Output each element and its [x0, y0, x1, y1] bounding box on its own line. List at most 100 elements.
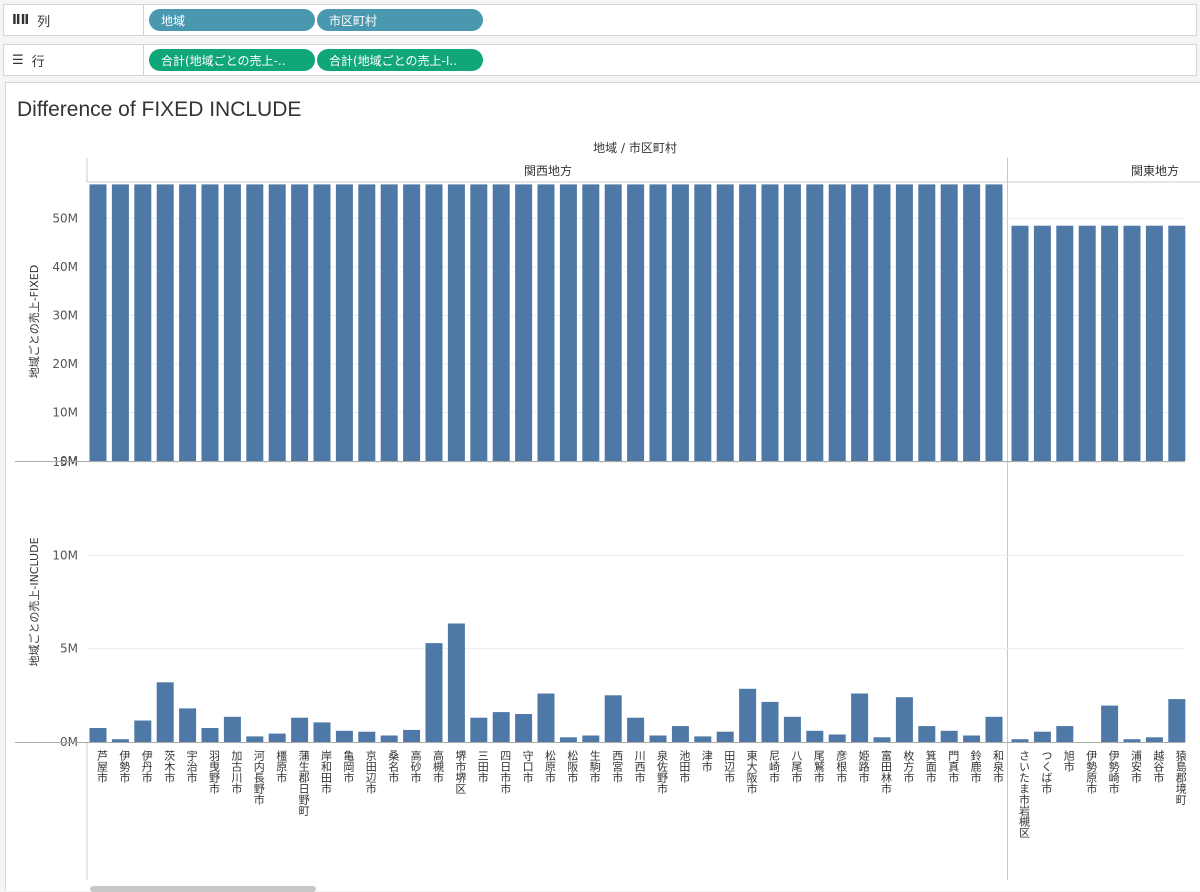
- y-tick-label: 20M: [52, 357, 78, 371]
- horizontal-scrollbar[interactable]: [90, 886, 316, 892]
- bar: [985, 716, 1003, 742]
- bar: [918, 184, 936, 461]
- bar: [761, 701, 779, 742]
- bar: [1078, 225, 1096, 461]
- bar: [1033, 731, 1051, 742]
- chart-title: Difference of FIXED INCLUDE: [17, 98, 302, 121]
- x-tick-label: 姫路市: [857, 749, 870, 784]
- bar: [1145, 225, 1163, 461]
- y-tick-label: 10M: [52, 548, 78, 562]
- rows-shelf[interactable]: ☰ 行 合計(地域ごとの売上-.. 合計(地域ごとの売上-I..: [3, 44, 1197, 76]
- bar: [851, 693, 869, 742]
- bar: [537, 693, 555, 742]
- bar: [291, 184, 309, 461]
- x-tick-label: 羽曳野市: [208, 750, 221, 795]
- bar: [492, 712, 510, 742]
- rows-shelf-label-area: ☰ 行: [4, 45, 144, 75]
- x-tick-label: さいたま市岩槻区: [1018, 750, 1031, 838]
- bar: [447, 184, 465, 461]
- bar: [1011, 225, 1029, 461]
- rows-pill-include[interactable]: 合計(地域ごとの売上-I..: [317, 49, 483, 71]
- bar: [851, 184, 869, 461]
- rows-shelf-label: 行: [31, 54, 45, 70]
- bar: [716, 184, 734, 461]
- bar: [739, 688, 757, 742]
- x-tick-label: 門真市: [947, 750, 960, 784]
- x-tick-label: 四日市市: [499, 750, 512, 795]
- bar: [828, 184, 846, 461]
- x-tick-label: 八尾市: [790, 750, 803, 784]
- x-tick-label: 河内長野市: [252, 750, 265, 806]
- bar: [111, 739, 129, 742]
- bar: [246, 736, 264, 742]
- x-tick-label: 橿原市: [275, 750, 288, 784]
- x-tick-label: 京田辺市: [364, 749, 377, 795]
- bar: [963, 184, 981, 461]
- bar: [761, 184, 779, 461]
- columns-shelf-label-area: ⅡⅡ 列: [4, 5, 144, 35]
- y-tick-label: 40M: [52, 260, 78, 274]
- bar: [537, 184, 555, 461]
- x-tick-label: 和泉市: [992, 750, 1005, 784]
- bar: [156, 184, 174, 461]
- bar: [89, 184, 107, 461]
- bar: [604, 695, 622, 742]
- rows-pill-fixed[interactable]: 合計(地域ごとの売上-..: [149, 49, 315, 71]
- bar: [291, 717, 309, 742]
- columns-shelf[interactable]: ⅡⅡ 列 地域 市区町村: [3, 4, 1197, 36]
- bar: [1168, 225, 1186, 461]
- x-tick-label: 三田市: [476, 750, 489, 784]
- bar: [582, 735, 600, 742]
- bar: [739, 184, 757, 461]
- bar: [1145, 737, 1163, 742]
- bar: [582, 184, 600, 461]
- bar: [179, 708, 197, 742]
- x-tick-label: 田辺市: [723, 750, 736, 784]
- bar: [649, 184, 667, 461]
- x-tick-label: 浦安市: [1130, 750, 1143, 784]
- bar: [425, 184, 443, 461]
- bar: [425, 643, 443, 742]
- bar: [134, 720, 152, 742]
- bar: [627, 717, 645, 742]
- bar: [201, 184, 219, 461]
- x-tick-label: 伊勢崎市: [1107, 750, 1120, 795]
- bar: [223, 184, 241, 461]
- x-tick-label: 尾鷲市: [812, 750, 825, 784]
- y-tick-label: 10M: [52, 405, 78, 419]
- bar: [1123, 225, 1141, 461]
- group-header-1: 関東地方: [1131, 163, 1179, 178]
- bar: [134, 184, 152, 461]
- bar: [895, 697, 913, 742]
- x-tick-label: 池田市: [678, 750, 691, 784]
- bar: [201, 728, 219, 742]
- bar: [985, 184, 1003, 461]
- bar: [515, 184, 533, 461]
- x-tick-label: 堺市堺区: [454, 750, 467, 794]
- bar: [403, 184, 421, 461]
- x-tick-label: 尼崎市: [768, 750, 781, 784]
- bar: [1101, 225, 1119, 461]
- x-tick-label: つくば市: [1040, 750, 1053, 795]
- x-tick-label: 桑名市: [387, 750, 400, 784]
- bar: [671, 726, 689, 742]
- bar: [470, 717, 488, 742]
- x-tick-label: 彦根市: [835, 749, 848, 784]
- bar: [783, 716, 801, 742]
- group-header-0: 関西地方: [524, 163, 572, 178]
- columns-pill-region[interactable]: 地域: [149, 9, 315, 31]
- x-tick-label: 猿島郡境町: [1174, 749, 1187, 805]
- columns-icon: ⅡⅡ: [12, 12, 30, 28]
- columns-pill-city[interactable]: 市区町村: [317, 9, 483, 31]
- bar: [268, 184, 286, 461]
- x-tick-label: 伊勢原市: [1085, 750, 1098, 795]
- x-tick-label: 生駒市: [588, 749, 601, 784]
- x-tick-label: 東大阪市: [745, 750, 758, 795]
- bar: [963, 735, 981, 742]
- bar: [828, 734, 846, 742]
- bar: [1056, 726, 1074, 742]
- x-tick-label: 守口市: [521, 749, 534, 784]
- bar: [1101, 705, 1119, 742]
- bar: [649, 735, 667, 742]
